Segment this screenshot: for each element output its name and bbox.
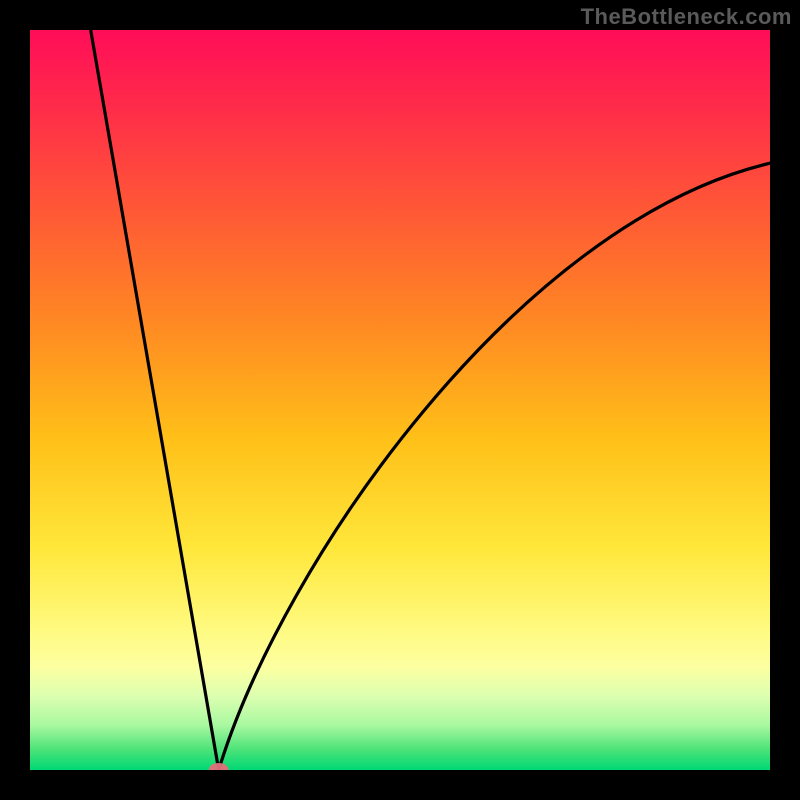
watermark-text: TheBottleneck.com bbox=[581, 4, 792, 30]
gradient-background bbox=[30, 30, 770, 770]
plot-svg bbox=[30, 30, 770, 770]
chart-canvas: TheBottleneck.com bbox=[0, 0, 800, 800]
plot-area bbox=[30, 30, 770, 770]
